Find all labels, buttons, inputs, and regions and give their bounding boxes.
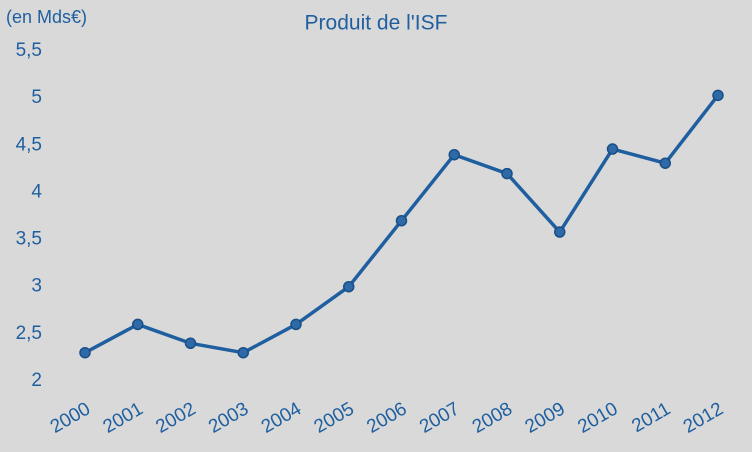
marker [237, 346, 249, 359]
y-tick-label: 4 [31, 181, 42, 202]
marker [659, 157, 671, 169]
x-tick-label: 2002 [152, 398, 199, 437]
marker [343, 280, 355, 293]
marker [712, 89, 724, 102]
x-tick-label: 2001 [100, 398, 147, 437]
x-tick-label: 2012 [680, 398, 727, 437]
x-tick-label: 2009 [522, 398, 569, 437]
x-tick-label: 2011 [628, 398, 674, 437]
x-tick-label: 2006 [363, 398, 410, 437]
y-tick-label: 3,5 [16, 229, 42, 250]
chart-title: Produit de l'ISF [305, 12, 448, 35]
marker [395, 214, 408, 227]
marker [448, 148, 460, 161]
marker [290, 318, 302, 331]
y-tick-label: 3 [31, 276, 42, 297]
x-tick-label: 2008 [469, 398, 516, 437]
y-axis-label: (en Mds€) [6, 7, 87, 27]
marker [132, 318, 144, 331]
x-tick-label: 2003 [205, 398, 252, 437]
marker [554, 226, 566, 238]
y-tick-label: 4,5 [16, 134, 42, 155]
marker [184, 337, 197, 350]
x-tick-label: 2000 [47, 398, 94, 437]
marker [501, 167, 513, 180]
x-tick-label: 2010 [574, 398, 621, 437]
y-tick-label: 2 [31, 370, 42, 391]
marker [79, 346, 91, 359]
y-tick-label: 5 [31, 87, 42, 108]
x-tick-label: 2004 [258, 398, 305, 438]
marker [606, 143, 619, 155]
y-tick-label: 5,5 [16, 40, 42, 61]
y-tick-label: 2,5 [16, 323, 42, 344]
x-tick-label: 2005 [311, 398, 358, 437]
x-tick-label: 2007 [416, 398, 463, 437]
